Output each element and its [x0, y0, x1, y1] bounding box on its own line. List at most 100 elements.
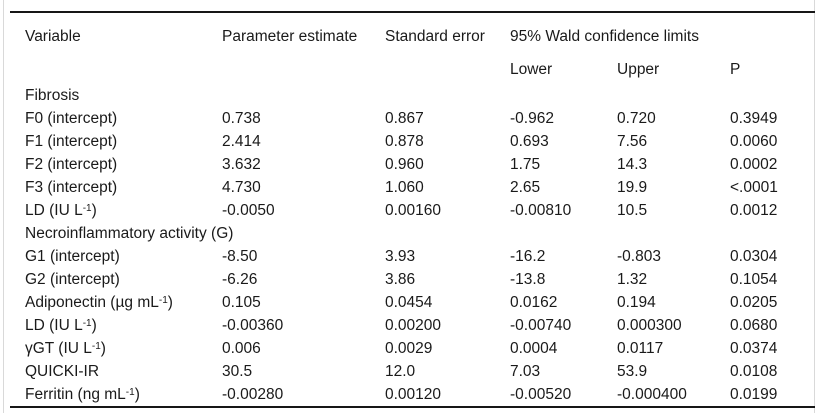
header-row-2: Lower Upper P	[10, 56, 815, 85]
value-cell: 53.9	[617, 363, 648, 381]
page-edge-left	[3, 0, 4, 413]
value-cell: 0.006	[222, 340, 261, 358]
value-cell: 14.3	[617, 156, 648, 174]
col-header-parameter-estimate: Parameter estimate	[222, 28, 358, 46]
value-cell: 4.730	[222, 179, 261, 197]
table-row: F3 (intercept) 4.730 1.060 2.65 19.9 <.0001	[10, 177, 815, 200]
value-cell: 10.5	[617, 202, 648, 220]
value-cell: 0.0108	[730, 363, 778, 381]
value-cell: 0.0162	[510, 294, 558, 312]
variable-cell: G2 (intercept)	[25, 271, 120, 289]
table-row: LD (IU L-1) -0.00360 0.00200 -0.00740 0.0003…	[10, 315, 815, 338]
table-body: Fibrosis F0 (intercept) 0.738 0.867 -0.962 0.…	[10, 85, 815, 407]
variable-cell: Ferritin (ng mL-1)	[25, 385, 140, 403]
value-cell: -0.0050	[222, 202, 275, 220]
variable-cell: F3 (intercept)	[25, 179, 118, 197]
value-cell: 3.86	[385, 271, 416, 289]
value-cell: 1.75	[510, 156, 541, 174]
table-row: γGT (IU L-1) 0.006 0.0029 0.0004 0.0117 0.037…	[10, 338, 815, 361]
value-cell: 0.960	[385, 156, 424, 174]
variable-cell: LD (IU L-1)	[25, 202, 97, 220]
value-cell: -13.8	[510, 271, 546, 289]
value-cell: 2.65	[510, 179, 541, 197]
col-header-standard-error: Standard error	[385, 28, 485, 46]
value-cell: 0.000300	[617, 317, 682, 335]
value-cell: <.0001	[730, 179, 778, 197]
value-cell: 0.693	[510, 133, 549, 151]
table-row: F2 (intercept) 3.632 0.960 1.75 14.3 0.0002	[10, 154, 815, 177]
value-cell: 0.00120	[385, 385, 442, 403]
value-cell: 0.00200	[385, 317, 442, 335]
page-edge-right	[814, 0, 815, 413]
col-header-wald-confidence-limits: 95% Wald confidence limits	[510, 28, 699, 46]
table-row: Ferritin (ng mL-1) -0.00280 0.00120 -0.0052…	[10, 384, 815, 407]
section-row: Necroinflammatory activity (G)	[10, 223, 815, 246]
table-row: G2 (intercept) -6.26 3.86 -13.8 1.32 0.1054	[10, 269, 815, 292]
value-cell: 1.060	[385, 179, 424, 197]
value-cell: 0.105	[222, 294, 261, 312]
value-cell: 0.878	[385, 133, 424, 151]
value-cell: -0.803	[617, 248, 661, 266]
table-row: G1 (intercept) -8.50 3.93 -16.2 -0.803 0.0304	[10, 246, 815, 269]
value-cell: 30.5	[222, 363, 253, 381]
wald-regression-table: Variable Parameter estimate Standard err…	[10, 11, 815, 408]
value-cell: -6.26	[222, 271, 258, 289]
section-row: Fibrosis	[10, 85, 815, 108]
variable-cell: QUICKI-IR	[25, 363, 100, 381]
value-cell: -16.2	[510, 248, 546, 266]
value-cell: -8.50	[222, 248, 258, 266]
variable-cell: γGT (IU L-1)	[25, 340, 106, 358]
value-cell: 0.0374	[730, 340, 778, 358]
value-cell: 19.9	[617, 179, 648, 197]
variable-cell: F0 (intercept)	[25, 110, 118, 128]
value-cell: 3.93	[385, 248, 416, 266]
value-cell: -0.00740	[510, 317, 572, 335]
value-cell: -0.00810	[510, 202, 572, 220]
value-cell: 0.1054	[730, 271, 778, 289]
value-cell: 12.0	[385, 363, 416, 381]
value-cell: -0.962	[510, 110, 554, 128]
value-cell: 0.0117	[617, 340, 664, 358]
value-cell: 0.0199	[730, 385, 778, 403]
table-row: Adiponectin (µg mL-1) 0.105 0.0454 0.0162 0.…	[10, 292, 815, 315]
value-cell: 0.0060	[730, 133, 778, 151]
table-row: LD (IU L-1) -0.0050 0.00160 -0.00810 10.5 0.0…	[10, 200, 815, 223]
table-row: F0 (intercept) 0.738 0.867 -0.962 0.720 0.394…	[10, 108, 815, 131]
header-spacer	[10, 56, 222, 85]
value-cell: -0.00520	[510, 385, 572, 403]
value-cell: 1.32	[617, 271, 648, 289]
value-cell: 0.0454	[385, 294, 433, 312]
table-row: QUICKI-IR 30.5 12.0 7.03 53.9 0.0108	[10, 361, 815, 384]
variable-cell: Adiponectin (µg mL-1)	[25, 294, 173, 312]
variable-cell: F1 (intercept)	[25, 133, 118, 151]
value-cell: 0.0004	[510, 340, 558, 358]
variable-cell: F2 (intercept)	[25, 156, 118, 174]
header-spacer	[385, 56, 510, 85]
value-cell: -0.00280	[222, 385, 284, 403]
value-cell: 0.738	[222, 110, 261, 128]
value-cell: 0.720	[617, 110, 656, 128]
value-cell: -0.000400	[617, 385, 687, 403]
header-row-1: Variable Parameter estimate Standard err…	[10, 12, 815, 56]
value-cell: 7.56	[617, 133, 648, 151]
value-cell: 0.00160	[385, 202, 442, 220]
value-cell: 0.194	[617, 294, 656, 312]
value-cell: 2.414	[222, 133, 261, 151]
variable-cell: G1 (intercept)	[25, 248, 120, 266]
col-header-variable: Variable	[25, 28, 81, 46]
value-cell: -0.00360	[222, 317, 284, 335]
value-cell: 0.0205	[730, 294, 778, 312]
value-cell: 0.867	[385, 110, 424, 128]
value-cell: 0.3949	[730, 110, 778, 128]
col-header-upper: Upper	[617, 61, 660, 79]
section-label: Necroinflammatory activity (G)	[25, 225, 234, 243]
header-spacer	[222, 56, 385, 85]
section-label: Fibrosis	[25, 87, 80, 105]
value-cell: 0.0029	[385, 340, 433, 358]
value-cell: 7.03	[510, 363, 541, 381]
value-cell: 0.0012	[730, 202, 778, 220]
col-header-lower: Lower	[510, 61, 553, 79]
table-row: F1 (intercept) 2.414 0.878 0.693 7.56 0.0060	[10, 131, 815, 154]
variable-cell: LD (IU L-1)	[25, 317, 97, 335]
